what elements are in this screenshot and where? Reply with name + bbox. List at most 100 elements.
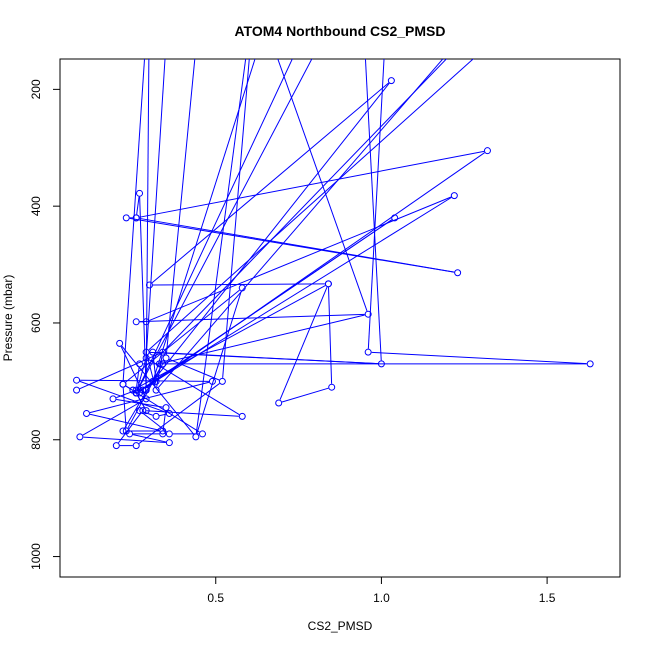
data-point	[586, 360, 594, 368]
data-point	[149, 348, 157, 356]
data-points	[73, 77, 594, 450]
data-point	[132, 442, 140, 450]
series-line-segment	[277, 59, 368, 312]
series-line-segment	[141, 412, 167, 433]
data-point	[159, 427, 167, 435]
series-line-segment	[328, 287, 333, 384]
series-line-segment	[139, 150, 485, 218]
series-line-segment	[125, 385, 200, 433]
data-point	[450, 192, 458, 200]
series-line-segment	[148, 59, 474, 351]
data-point	[142, 318, 150, 326]
series-line-segment	[154, 83, 390, 379]
data-point	[142, 395, 150, 403]
series-line-segment	[89, 413, 160, 431]
series-line-segment	[118, 413, 142, 444]
data-point	[238, 284, 246, 292]
data-point	[142, 348, 150, 356]
data-point	[83, 409, 91, 417]
data-point	[139, 386, 147, 394]
series-line-segment	[281, 387, 329, 403]
series-line-segment	[122, 387, 127, 428]
data-point	[165, 430, 173, 438]
data-point	[208, 377, 216, 385]
series-line-segment	[146, 410, 239, 417]
series-line-segment	[364, 59, 382, 361]
series-line-segment	[279, 286, 328, 400]
data-point	[149, 377, 157, 385]
data-lines	[79, 59, 587, 447]
series-line-segment	[145, 152, 485, 389]
series-line-segment	[158, 59, 444, 388]
data-point	[73, 386, 81, 394]
series-line-segment	[151, 82, 390, 284]
series-line-segment	[137, 395, 145, 408]
data-point	[218, 377, 226, 385]
data-point	[132, 318, 140, 326]
data-point	[364, 348, 372, 356]
series-line-segment	[138, 383, 220, 444]
data-point	[483, 147, 491, 155]
y-tick-label: 600	[29, 313, 43, 333]
data-point	[377, 360, 385, 368]
series-line-segment	[153, 59, 256, 379]
data-point	[145, 281, 153, 289]
plot-frame	[59, 58, 621, 578]
data-point	[136, 189, 144, 197]
y-axis: 200 400 600 800 1000	[29, 79, 60, 570]
series-line-segment	[165, 59, 196, 355]
series-line-segment	[121, 345, 195, 435]
data-point	[159, 360, 167, 368]
data-point	[238, 412, 246, 420]
data-point	[122, 214, 130, 222]
data-point	[155, 360, 163, 368]
data-point	[165, 439, 173, 447]
series-line-segment	[135, 285, 326, 389]
x-tick-label: 1.5	[539, 591, 556, 605]
data-point	[165, 409, 173, 417]
data-point	[275, 399, 283, 407]
data-point	[152, 412, 160, 420]
series-line-segment	[152, 283, 325, 286]
data-point	[192, 433, 200, 441]
data-point	[136, 407, 144, 415]
series-line-segment	[139, 217, 455, 273]
data-point	[328, 383, 336, 391]
data-point	[162, 404, 170, 412]
data-point	[324, 280, 332, 288]
y-tick-label: 200	[29, 79, 43, 99]
chart-title: ATOM4 Northbound CS2_PMSD	[234, 23, 445, 39]
data-point	[198, 430, 206, 438]
y-tick-label: 400	[29, 196, 43, 216]
series-line-segment	[162, 314, 365, 364]
series-line-segment	[371, 351, 587, 365]
series-line-segment	[136, 196, 140, 215]
series-line-segment	[89, 381, 210, 414]
data-point	[136, 360, 144, 368]
data-point	[119, 427, 127, 435]
series-line-segment	[145, 59, 166, 355]
data-point	[364, 310, 372, 318]
series-line-segment	[139, 313, 365, 323]
y-axis-label: Pressure (mbar)	[1, 275, 15, 362]
x-tick-label: 1.0	[373, 591, 390, 605]
series-line-segment	[116, 390, 134, 399]
data-point	[122, 427, 130, 435]
series-line-segment	[125, 289, 240, 383]
series-line-segment	[195, 59, 247, 434]
series-line-segment	[145, 59, 150, 387]
data-point	[119, 380, 127, 388]
series-line-segment	[137, 59, 293, 391]
series-line-segment	[169, 358, 220, 381]
data-point	[391, 214, 399, 222]
y-tick-label: 1000	[29, 543, 43, 570]
data-point	[142, 386, 150, 394]
x-tick-label: 0.5	[207, 591, 224, 605]
series-line-segment	[367, 59, 385, 349]
data-point	[116, 339, 124, 347]
series-line-segment	[79, 380, 167, 413]
series-line-segment	[148, 359, 240, 416]
data-point	[152, 386, 160, 394]
data-point	[112, 442, 120, 450]
